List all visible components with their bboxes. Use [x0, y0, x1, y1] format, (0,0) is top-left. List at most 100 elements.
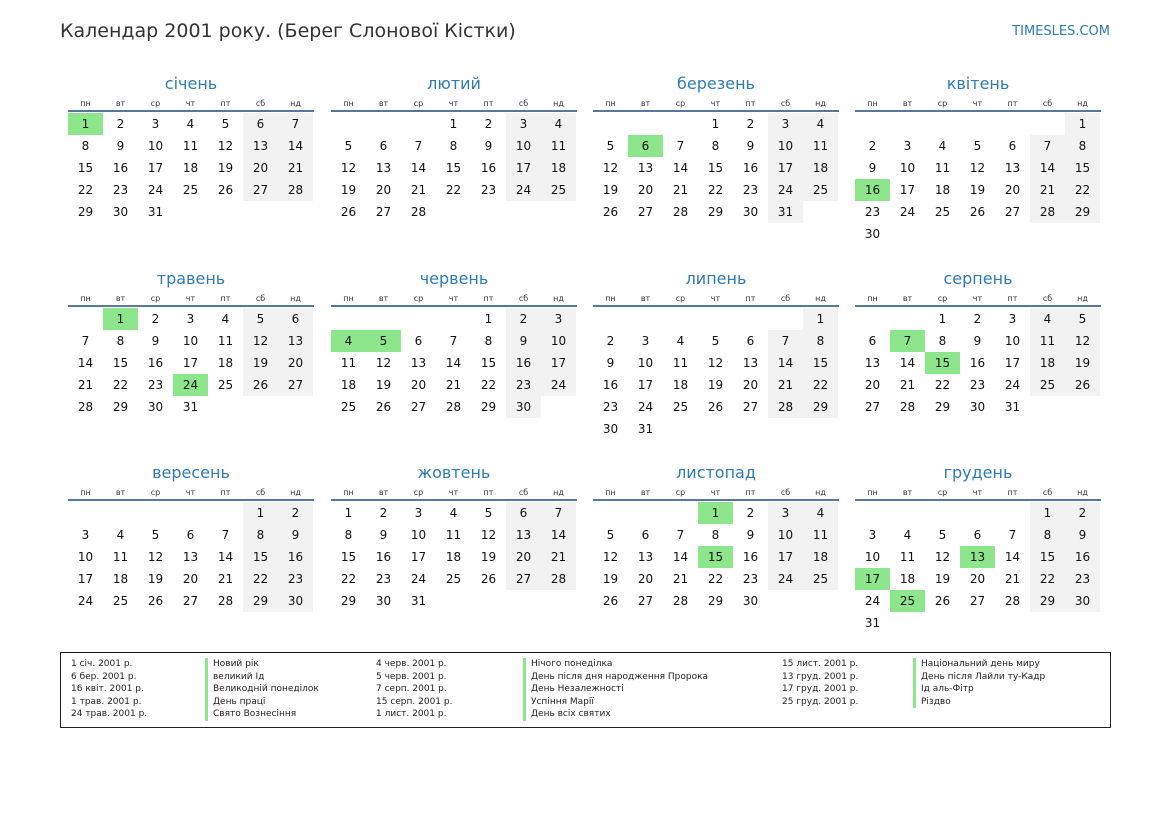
day-cell: 28	[1004, 594, 1021, 608]
day-cell: 8	[711, 139, 720, 153]
week-row: 19 20 21 22 23 24 25	[593, 568, 839, 590]
day-cell: 21	[672, 572, 689, 586]
holiday-date: 1 трав. 2001 р.	[71, 696, 142, 707]
site-link[interactable]: TIMESLES.COM	[1012, 24, 1110, 39]
day-cell: 10	[541, 330, 576, 352]
day-cell: 19	[147, 572, 164, 586]
week-row: 10 11 12 13 14 15 16	[855, 546, 1101, 568]
day-cell: 25	[217, 378, 234, 392]
day-cell: 4	[803, 502, 838, 524]
day-cell: 8	[711, 528, 720, 542]
month-calendar: липень пн вт ср чт пт сб нд 1 2 3 4 5 6 7 8 9 10 11 12 13 14 1…	[593, 268, 839, 440]
day-cell: 27	[742, 400, 759, 414]
day-cell: 5	[151, 528, 160, 542]
weekday-label: вт	[115, 99, 126, 108]
day-cell: 4	[903, 528, 912, 542]
week-row: 24 25 26 27 28 29 30	[68, 590, 314, 612]
day-cell: 26	[602, 205, 619, 219]
holiday-day-cell: 1	[68, 113, 103, 135]
day-cell: 16	[1065, 546, 1100, 568]
day-cell: 12	[243, 330, 278, 352]
day-cell: 8	[116, 334, 125, 348]
week-row: 9 10 11 12 13 14 15	[593, 352, 839, 374]
day-cell: 4	[116, 528, 125, 542]
day-cell: 13	[742, 356, 759, 370]
empty-day-cell	[890, 308, 925, 330]
day-cell: 10	[637, 356, 654, 370]
month-name: серпень	[943, 269, 1013, 288]
day-cell: 5	[973, 139, 982, 153]
day-cell: 24	[768, 179, 803, 201]
day-cell: 27	[506, 568, 541, 590]
weekday-label: чт	[448, 99, 459, 108]
day-cell: 3	[641, 334, 650, 348]
day-cell: 13	[375, 161, 392, 175]
day-cell: 29	[707, 205, 724, 219]
day-cell: 4	[676, 334, 685, 348]
weekday-label: нд	[815, 294, 826, 303]
holiday-day-cell: 6	[628, 135, 663, 157]
day-cell: 24	[77, 594, 94, 608]
day-cell: 17	[182, 356, 199, 370]
day-cell: 7	[676, 528, 685, 542]
weekday-label: пт	[483, 294, 494, 303]
day-cell: 17	[768, 157, 803, 179]
day-cell: 13	[506, 524, 541, 546]
empty-day-cell	[331, 308, 366, 330]
weekday-label: вт	[378, 99, 389, 108]
day-cell: 24	[541, 374, 576, 396]
day-cell: 11	[934, 161, 951, 175]
day-cell: 10	[768, 524, 803, 546]
day-cell: 8	[803, 330, 838, 352]
day-cell: 29	[243, 590, 278, 612]
empty-day-cell	[960, 113, 995, 135]
weekday-label: сб	[780, 294, 791, 303]
empty-day-cell	[1065, 396, 1100, 418]
day-cell: 10	[864, 550, 881, 564]
day-cell: 19	[934, 572, 951, 586]
weekday-label: чт	[710, 294, 721, 303]
day-grid: 1 2 3 4 5 6 7 8 9 10 11 12 13 14 15 16 17 18 19 20 21 22 23 24 2…	[331, 113, 577, 223]
day-cell: 2	[379, 506, 388, 520]
holiday-date: 24 трав. 2001 р.	[71, 709, 148, 719]
day-cell: 14	[217, 550, 234, 564]
weekday-label: нд	[553, 294, 564, 303]
week-row: 17 18 19 20 21 22 23	[855, 568, 1101, 590]
weekday-label: вт	[115, 488, 126, 497]
day-cell: 12	[1065, 330, 1100, 352]
day-cell: 30	[147, 400, 164, 414]
day-cell: 26	[147, 594, 164, 608]
day-cell: 2	[746, 506, 755, 520]
day-cell: 17	[768, 546, 803, 568]
weekday-label: вт	[378, 488, 389, 497]
empty-day-cell	[593, 308, 628, 330]
day-cell: 22	[1030, 568, 1065, 590]
day-cell: 15	[243, 546, 278, 568]
week-row: 22 23 24 25 26 27 28	[331, 568, 577, 590]
day-cell: 5	[606, 139, 615, 153]
day-cell: 31	[637, 422, 654, 436]
day-grid: 1 2 3 4 5 6 7 8 9 10 11 12 13 14 15 16 17 18 19 20 21 22 23 24 2…	[331, 308, 577, 418]
day-cell: 20	[637, 572, 654, 586]
day-cell: 2	[868, 139, 877, 153]
day-cell: 14	[77, 356, 94, 370]
week-row: 7 8 9 10 11 12 13	[68, 330, 314, 352]
day-cell: 8	[938, 334, 947, 348]
day-cell: 11	[672, 356, 689, 370]
day-cell: 1	[938, 312, 947, 326]
weekday-header: пн вт ср чт пт сб нд	[593, 97, 839, 112]
day-grid: 1 2 3 4 5 6 7 8 9 10 11 12 13 14 15 16 17 18 19 20 21 22 23 24 2…	[855, 308, 1101, 418]
empty-day-cell	[243, 396, 278, 418]
day-cell: 2	[484, 117, 493, 131]
day-cell: 30	[742, 205, 759, 219]
day-cell: 27	[243, 179, 278, 201]
day-cell: 24	[768, 568, 803, 590]
weekday-label: нд	[290, 294, 301, 303]
day-cell: 30	[602, 422, 619, 436]
day-cell: 23	[742, 572, 759, 586]
day-cell: 5	[243, 308, 278, 330]
